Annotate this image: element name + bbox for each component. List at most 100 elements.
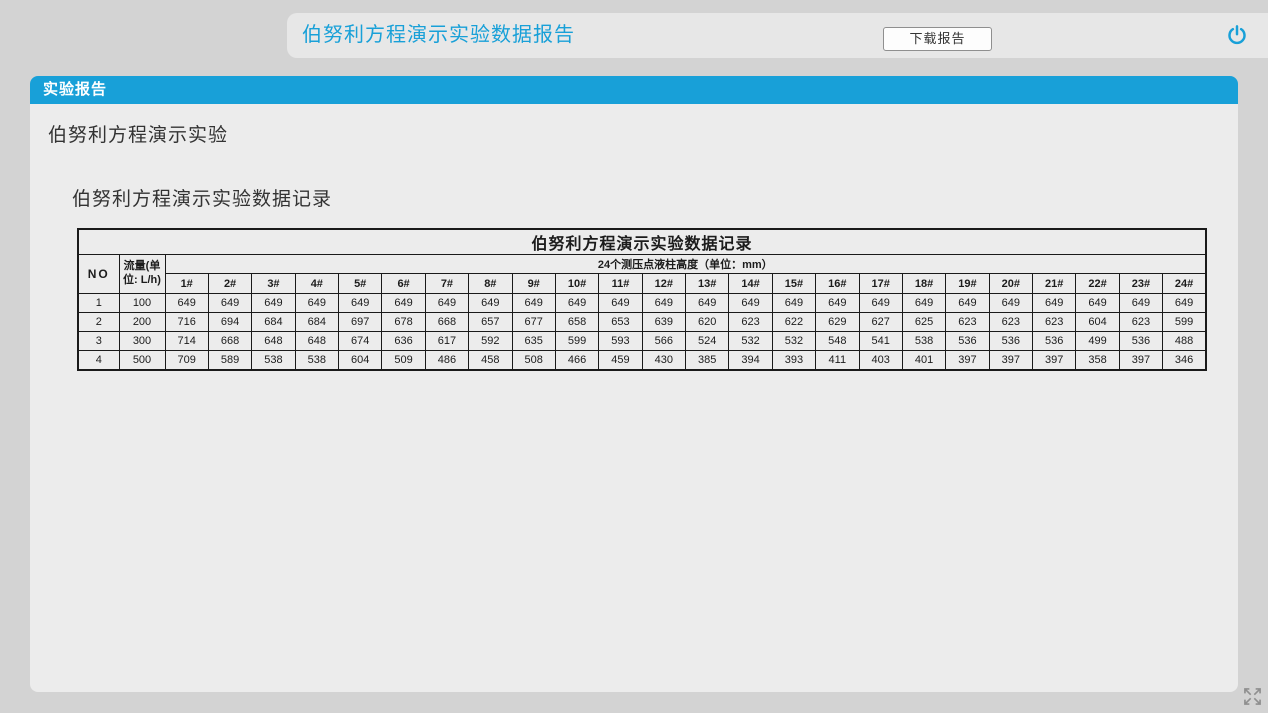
pressure-value-cell: 458 xyxy=(468,350,513,370)
table-title: 伯努利方程演示实验数据记录 xyxy=(77,228,1207,255)
pressure-value-cell: 694 xyxy=(207,312,253,332)
pressure-value-cell: 649 xyxy=(294,293,340,313)
pressure-value-cell: 714 xyxy=(164,331,209,351)
point-column-header: 17# xyxy=(858,273,903,294)
pressure-value-cell: 649 xyxy=(251,293,296,313)
point-column-header: 19# xyxy=(945,273,990,294)
pressure-value-cell: 397 xyxy=(988,350,1034,370)
pressure-value-cell: 589 xyxy=(207,350,253,370)
pressure-value-cell: 649 xyxy=(337,293,383,313)
table-row: 4 500 709 589 538 538 604 509 486 458 508 466 459 430… xyxy=(77,350,1207,370)
pressure-value-cell: 653 xyxy=(598,312,643,332)
download-report-button[interactable]: 下载报告 xyxy=(883,27,992,51)
pressure-value-cell: 538 xyxy=(294,350,340,370)
pressure-value-cell: 677 xyxy=(511,312,556,332)
pressure-value-cell: 346 xyxy=(1162,350,1207,370)
pressure-value-cell: 658 xyxy=(554,312,600,332)
pressure-value-cell: 397 xyxy=(945,350,990,370)
table-row: 3 300 714 668 648 648 674 636 617 592 635 599 593 566… xyxy=(77,331,1207,351)
pressure-value-cell: 536 xyxy=(1031,331,1077,351)
page-title: 伯努利方程演示实验数据报告 xyxy=(302,24,575,46)
point-column-header: 24# xyxy=(1162,273,1207,294)
pressure-value-cell: 524 xyxy=(684,331,730,351)
pressure-value-cell: 397 xyxy=(1118,350,1164,370)
pressure-value-cell: 509 xyxy=(381,350,426,370)
row-no-cell: 1 xyxy=(77,293,120,313)
top-toolbar: 伯努利方程演示实验数据报告 下载报告 xyxy=(287,13,1268,58)
pressure-value-cell: 593 xyxy=(598,331,643,351)
pressure-value-cell: 466 xyxy=(554,350,600,370)
pressure-value-cell: 649 xyxy=(1118,293,1164,313)
table-header-row-points: 1# 2# 3# 4# 5# 6# 7# 8# 9# 10# 11# 12# 13# 14# 15# 16# 1… xyxy=(78,273,1207,294)
pressure-value-cell: 430 xyxy=(641,350,687,370)
pressure-value-cell: 394 xyxy=(728,350,773,370)
pressure-value-cell: 649 xyxy=(815,293,860,313)
pressure-value-cell: 538 xyxy=(901,331,947,351)
fullscreen-expand-button[interactable] xyxy=(1242,686,1263,707)
pressure-value-cell: 649 xyxy=(164,293,209,313)
pressure-value-cell: 486 xyxy=(424,350,470,370)
pressure-value-cell: 649 xyxy=(641,293,687,313)
table-header-row-group: NO 流量(单位: L/h) 24个测压点液柱高度（单位：mm） xyxy=(77,254,1207,294)
table-row: 2 200 716 694 684 684 697 678 668 657 677 658 653 639… xyxy=(77,312,1207,332)
power-button[interactable] xyxy=(1226,24,1248,46)
pressure-value-cell: 668 xyxy=(207,331,253,351)
row-flow-cell: 300 xyxy=(118,331,166,351)
point-column-header: 4# xyxy=(294,273,340,294)
pressure-value-cell: 629 xyxy=(815,312,860,332)
pressure-value-cell: 566 xyxy=(641,331,687,351)
pressure-value-cell: 697 xyxy=(337,312,383,332)
pressure-value-cell: 648 xyxy=(251,331,296,351)
pressure-value-cell: 499 xyxy=(1075,331,1120,351)
pressure-value-cell: 684 xyxy=(294,312,340,332)
point-column-header: 10# xyxy=(554,273,600,294)
point-column-header: 2# xyxy=(207,273,253,294)
pressure-value-cell: 625 xyxy=(901,312,947,332)
pressure-value-cell: 668 xyxy=(424,312,470,332)
point-column-header: 21# xyxy=(1031,273,1077,294)
pressure-value-cell: 649 xyxy=(988,293,1034,313)
pressure-value-cell: 592 xyxy=(468,331,513,351)
flow-column-header: 流量(单位: L/h) xyxy=(118,254,166,294)
point-column-header: 11# xyxy=(598,273,643,294)
pressure-value-cell: 649 xyxy=(858,293,903,313)
report-panel: 实验报告 伯努利方程演示实验 伯努利方程演示实验数据记录 伯努利方程演示实验数据… xyxy=(30,76,1238,692)
pressure-value-cell: 403 xyxy=(858,350,903,370)
pressure-value-cell: 649 xyxy=(684,293,730,313)
pressure-value-cell: 620 xyxy=(684,312,730,332)
pressure-value-cell: 649 xyxy=(207,293,253,313)
pressure-value-cell: 623 xyxy=(1031,312,1077,332)
pressure-value-cell: 488 xyxy=(1162,331,1207,351)
pressure-value-cell: 709 xyxy=(164,350,209,370)
pressure-value-cell: 649 xyxy=(468,293,513,313)
pressure-value-cell: 411 xyxy=(815,350,860,370)
pressure-value-cell: 649 xyxy=(945,293,990,313)
pressure-value-cell: 604 xyxy=(1075,312,1120,332)
pressure-value-cell: 623 xyxy=(945,312,990,332)
row-no-cell: 2 xyxy=(77,312,120,332)
pressure-value-cell: 536 xyxy=(945,331,990,351)
pressure-value-cell: 716 xyxy=(164,312,209,332)
pressure-value-cell: 599 xyxy=(554,331,600,351)
pressure-value-cell: 532 xyxy=(728,331,773,351)
pressure-value-cell: 649 xyxy=(598,293,643,313)
point-column-header: 22# xyxy=(1075,273,1120,294)
table-title-row: 伯努利方程演示实验数据记录 xyxy=(77,228,1207,255)
point-column-header: 15# xyxy=(771,273,817,294)
point-column-header: 16# xyxy=(815,273,860,294)
point-column-header: 3# xyxy=(251,273,296,294)
pressure-value-cell: 684 xyxy=(251,312,296,332)
pressure-value-cell: 657 xyxy=(468,312,513,332)
report-panel-header-label: 实验报告 xyxy=(43,81,108,98)
pressure-value-cell: 635 xyxy=(511,331,556,351)
pressure-value-cell: 649 xyxy=(424,293,470,313)
data-table-container: 伯努利方程演示实验数据记录 NO 流量(单位: L/h) 24个测压点液柱高度（… xyxy=(77,228,1207,371)
pressure-value-cell: 649 xyxy=(771,293,817,313)
pressure-value-cell: 358 xyxy=(1075,350,1120,370)
power-icon xyxy=(1226,25,1248,49)
data-record-subsection-title: 伯努利方程演示实验数据记录 xyxy=(72,189,333,210)
pressure-value-cell: 636 xyxy=(381,331,426,351)
point-column-header: 13# xyxy=(684,273,730,294)
pressure-value-cell: 622 xyxy=(771,312,817,332)
